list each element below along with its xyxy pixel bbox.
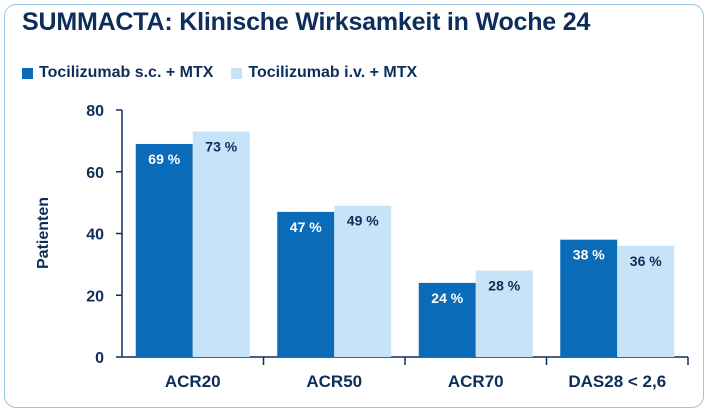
chart-title: SUMMACTA: Klinische Wirksamkeit in Woche… [22,8,591,36]
value-labels: 69 % 73 % 47 % 49 % 24 % 28 % 38 % 36 % [148,139,662,306]
y-tick-label: 60 [86,165,104,182]
bar-iv [475,270,533,357]
x-tick-label: ACR50 [306,372,362,391]
legend-item-iv: Tocilizumab i.v. + MTX [231,64,417,82]
legend-label-iv: Tocilizumab i.v. + MTX [248,64,418,81]
legend-swatch-iv [231,67,243,79]
bar-iv [617,245,675,357]
x-tick-label: DAS28 < 2,6 [568,372,666,391]
x-tick-label: ACR70 [448,372,504,391]
data-label: 28 % [488,278,520,294]
data-label: 69 % [148,151,180,167]
bar-sc [560,239,618,357]
data-label: 73 % [205,139,237,155]
x-tick-label: ACR20 [165,372,221,391]
y-tick-label: 20 [86,288,104,305]
bar-iv [334,205,392,357]
y-tick-label: 40 [86,227,104,244]
y-axis-label: Patienten [35,197,52,269]
bar-sc [418,282,476,357]
data-label: 38 % [573,247,605,263]
bar-sc [277,211,335,357]
bar-iv [192,131,250,357]
data-label: 36 % [630,253,662,269]
y-tick-label: 80 [86,103,104,120]
legend-swatch-sc [22,67,33,79]
bars [135,131,675,357]
data-label: 49 % [347,213,379,229]
chart-frame [4,4,704,408]
data-label: 24 % [431,290,463,306]
bar-sc [135,143,193,357]
legend-item-sc: Tocilizumab s.c. + MTX [22,64,213,82]
data-label: 47 % [290,219,322,235]
legend-label-sc: Tocilizumab s.c. + MTX [39,64,214,81]
y-tick-label: 0 [95,350,104,367]
chart-legend: Tocilizumab s.c. + MTX Tocilizumab i.v. … [22,64,435,82]
